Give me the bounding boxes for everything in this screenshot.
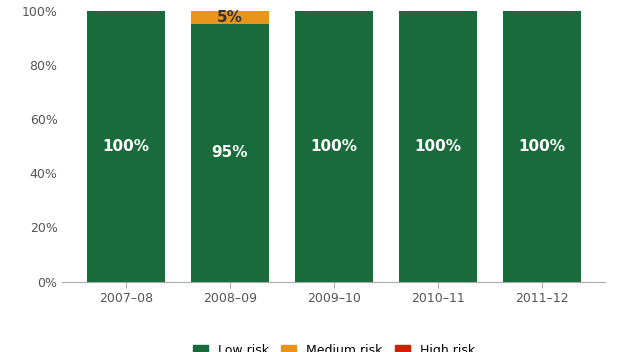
Text: 5%: 5% bbox=[217, 10, 243, 25]
Text: 100%: 100% bbox=[518, 139, 565, 153]
Text: 95%: 95% bbox=[212, 145, 248, 161]
Bar bbox=[503, 11, 580, 282]
Bar bbox=[87, 11, 165, 282]
Text: 100%: 100% bbox=[102, 139, 150, 153]
Text: 100%: 100% bbox=[310, 139, 358, 153]
Bar bbox=[191, 11, 269, 24]
Bar bbox=[295, 11, 373, 282]
Bar bbox=[399, 11, 477, 282]
Bar bbox=[191, 24, 269, 282]
Text: 100%: 100% bbox=[414, 139, 461, 153]
Legend: Low risk, Medium risk, High risk: Low risk, Medium risk, High risk bbox=[188, 339, 480, 352]
